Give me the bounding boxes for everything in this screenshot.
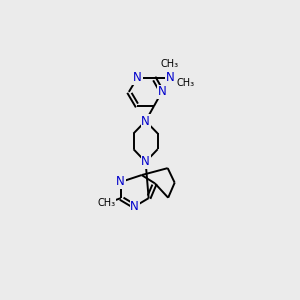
Text: CH₃: CH₃: [161, 59, 179, 69]
Text: CH₃: CH₃: [97, 199, 115, 208]
Text: N: N: [116, 176, 125, 188]
Text: CH₃: CH₃: [176, 78, 194, 88]
Text: N: N: [133, 71, 142, 84]
Text: N: N: [141, 115, 150, 128]
Text: N: N: [158, 85, 166, 98]
Text: N: N: [141, 155, 150, 168]
Text: N: N: [166, 71, 174, 84]
Text: N: N: [130, 200, 139, 213]
